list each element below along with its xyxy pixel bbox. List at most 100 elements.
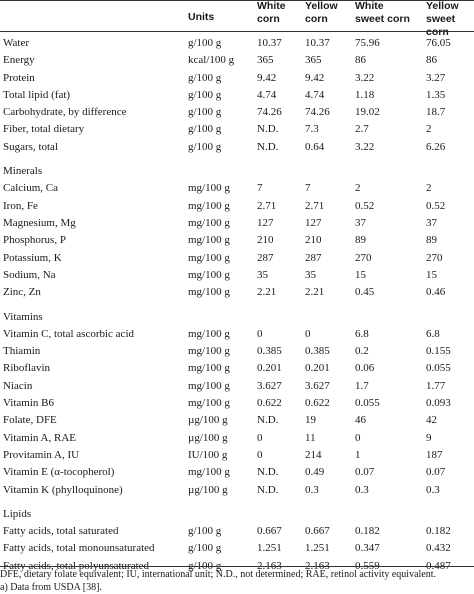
nutrient-name: Iron, Fe bbox=[3, 200, 38, 212]
white-corn-value: 0.385 bbox=[257, 345, 282, 357]
header-white-corn-line1: White bbox=[257, 0, 286, 12]
yellow-sweet-corn-value: 2 bbox=[426, 182, 432, 194]
table-row: Energy kcal/100 g 365 365 86 86 bbox=[0, 52, 474, 69]
white-sweet-corn-value: 37 bbox=[355, 217, 366, 229]
white-sweet-corn-value: 6.8 bbox=[355, 328, 369, 340]
units-cell: kcal/100 g bbox=[188, 54, 235, 66]
units-cell: mg/100 g bbox=[188, 466, 230, 478]
units-cell: µg/100 g bbox=[188, 432, 228, 444]
section-label: Lipids bbox=[3, 508, 32, 520]
white-corn-value: 10.37 bbox=[257, 37, 282, 49]
white-sweet-corn-value: 270 bbox=[355, 252, 372, 264]
white-sweet-corn-value: 46 bbox=[355, 414, 366, 426]
yellow-sweet-corn-value: 18.7 bbox=[426, 106, 446, 118]
yellow-corn-value: 214 bbox=[305, 449, 322, 461]
white-sweet-corn-value: 2 bbox=[355, 182, 361, 194]
yellow-corn-value: 7 bbox=[305, 182, 311, 194]
header-white-sweet-corn-line1: White bbox=[355, 0, 384, 12]
units-cell: mg/100 g bbox=[188, 380, 230, 392]
units-cell: g/100 g bbox=[188, 141, 222, 153]
units-cell: g/100 g bbox=[188, 106, 222, 118]
units-cell: g/100 g bbox=[188, 37, 222, 49]
yellow-sweet-corn-value: 86 bbox=[426, 54, 437, 66]
table-row: Vitamin B6 mg/100 g 0.622 0.622 0.055 0.093 bbox=[0, 395, 474, 412]
yellow-corn-value: 35 bbox=[305, 269, 316, 281]
nutrient-name: Magnesium, Mg bbox=[3, 217, 76, 229]
white-sweet-corn-value: 1.7 bbox=[355, 380, 369, 392]
yellow-sweet-corn-value: 6.8 bbox=[426, 328, 440, 340]
white-corn-value: 0 bbox=[257, 432, 263, 444]
table-row: Riboflavin mg/100 g 0.201 0.201 0.06 0.055 bbox=[0, 360, 474, 377]
yellow-corn-value: 0.64 bbox=[305, 141, 325, 153]
table-row: Vitamin K (phylloquinone) µg/100 g N.D. 0.3… bbox=[0, 482, 474, 499]
header-yellow-sweet-corn: Yellow sweet corn bbox=[426, 0, 474, 39]
table-row: Provitamin A, IU IU/100 g 0 214 1 187 bbox=[0, 447, 474, 464]
yellow-sweet-corn-value: 0.3 bbox=[426, 484, 440, 496]
header-white-sweet-corn-line2: sweet corn bbox=[355, 13, 410, 25]
units-cell: mg/100 g bbox=[188, 252, 230, 264]
units-cell: mg/100 g bbox=[188, 345, 230, 357]
nutrient-name: Zinc, Zn bbox=[3, 286, 41, 298]
yellow-sweet-corn-value: 0.093 bbox=[426, 397, 451, 409]
table-row: Folate, DFE µg/100 g N.D. 19 46 42 bbox=[0, 412, 474, 429]
units-cell: g/100 g bbox=[188, 123, 222, 135]
table-row: Carbohydrate, by difference g/100 g 74.26 7… bbox=[0, 104, 474, 121]
units-cell: IU/100 g bbox=[188, 449, 228, 461]
white-corn-value: 7 bbox=[257, 182, 263, 194]
section-label: Minerals bbox=[3, 165, 43, 177]
nutrient-name: Fiber, total dietary bbox=[3, 123, 85, 135]
yellow-sweet-corn-value: 0.182 bbox=[426, 525, 451, 537]
nutrient-name: Provitamin A, IU bbox=[3, 449, 80, 461]
units-cell: g/100 g bbox=[188, 525, 222, 537]
table-row: Calcium, Ca mg/100 g 7 7 2 2 bbox=[0, 180, 474, 197]
white-sweet-corn-value: 0.3 bbox=[355, 484, 369, 496]
white-sweet-corn-value: 0.347 bbox=[355, 542, 380, 554]
units-cell: mg/100 g bbox=[188, 182, 230, 194]
nutrient-name: Vitamin K (phylloquinone) bbox=[3, 484, 123, 496]
yellow-corn-value: 287 bbox=[305, 252, 322, 264]
yellow-sweet-corn-value: 9 bbox=[426, 432, 432, 444]
yellow-sweet-corn-value: 0.432 bbox=[426, 542, 451, 554]
units-cell: mg/100 g bbox=[188, 269, 230, 281]
table-row: Total lipid (fat) g/100 g 4.74 4.74 1.18 1.35 bbox=[0, 87, 474, 104]
white-sweet-corn-value: 0.52 bbox=[355, 200, 375, 212]
yellow-sweet-corn-value: 187 bbox=[426, 449, 443, 461]
white-sweet-corn-value: 0.055 bbox=[355, 397, 380, 409]
nutrient-name: Phosphorus, P bbox=[3, 234, 66, 246]
nutrient-name: Total lipid (fat) bbox=[3, 89, 71, 101]
white-corn-value: N.D. bbox=[257, 123, 279, 135]
section-heading: Lipids bbox=[0, 506, 474, 523]
nutrient-name: Vitamin E (α-tocopherol) bbox=[3, 466, 115, 478]
units-cell: mg/100 g bbox=[188, 362, 230, 374]
nutrient-name: Thiamin bbox=[3, 345, 41, 357]
white-corn-value: 3.627 bbox=[257, 380, 282, 392]
units-cell: mg/100 g bbox=[188, 234, 230, 246]
white-sweet-corn-value: 15 bbox=[355, 269, 366, 281]
white-sweet-corn-value: 0.2 bbox=[355, 345, 369, 357]
yellow-corn-value: 0.385 bbox=[305, 345, 330, 357]
white-sweet-corn-value: 3.22 bbox=[355, 72, 375, 84]
header-yellow-sweet-corn-line1: Yellow bbox=[426, 0, 459, 12]
header-yellow-corn-line1: Yellow bbox=[305, 0, 338, 12]
header-yellow-sweet-corn-line2: sweet corn bbox=[426, 13, 456, 38]
table-row: Protein g/100 g 9.42 9.42 3.22 3.27 bbox=[0, 70, 474, 87]
yellow-sweet-corn-value: 1.35 bbox=[426, 89, 446, 101]
nutrient-name: Sugars, total bbox=[3, 141, 58, 153]
units-cell: g/100 g bbox=[188, 72, 222, 84]
nutrient-name: Carbohydrate, by difference bbox=[3, 106, 127, 118]
table-row: Fiber, total dietary g/100 g N.D. 7.3 2.7 2 bbox=[0, 121, 474, 138]
nutrient-name: Calcium, Ca bbox=[3, 182, 58, 194]
section-heading: Minerals bbox=[0, 163, 474, 180]
yellow-sweet-corn-value: 6.26 bbox=[426, 141, 446, 153]
nutrient-name: Niacin bbox=[3, 380, 33, 392]
top-rule bbox=[0, 0, 474, 1]
white-sweet-corn-value: 2.7 bbox=[355, 123, 369, 135]
white-corn-value: 0.622 bbox=[257, 397, 282, 409]
yellow-corn-value: 9.42 bbox=[305, 72, 325, 84]
table-row: Vitamin E (α-tocopherol) mg/100 g N.D. 0.49… bbox=[0, 464, 474, 481]
white-sweet-corn-value: 19.02 bbox=[355, 106, 380, 118]
yellow-corn-value: 74.26 bbox=[305, 106, 330, 118]
yellow-sweet-corn-value: 0.46 bbox=[426, 286, 446, 298]
yellow-sweet-corn-value: 15 bbox=[426, 269, 437, 281]
units-cell: µg/100 g bbox=[188, 484, 228, 496]
